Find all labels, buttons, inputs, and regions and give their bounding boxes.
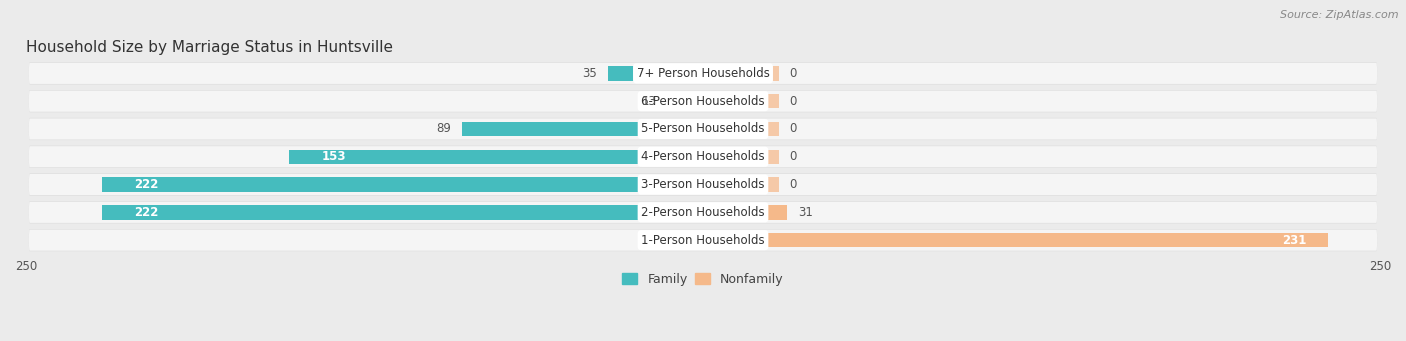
FancyBboxPatch shape [30,91,1376,112]
Bar [703,122,779,136]
Text: 31: 31 [797,206,813,219]
Bar [101,177,703,192]
Text: 13: 13 [643,95,657,108]
Bar [101,205,703,220]
Bar [703,66,779,80]
FancyBboxPatch shape [30,90,1376,112]
Text: 153: 153 [321,150,346,163]
Bar [288,150,703,164]
Bar [703,150,779,164]
Text: 6-Person Households: 6-Person Households [641,95,765,108]
Bar [463,122,703,136]
FancyBboxPatch shape [30,174,1376,195]
Text: 0: 0 [790,67,797,80]
Text: Source: ZipAtlas.com: Source: ZipAtlas.com [1281,10,1399,20]
Bar [703,233,1329,247]
Text: 0: 0 [790,95,797,108]
Text: 5-Person Households: 5-Person Households [641,122,765,135]
FancyBboxPatch shape [30,174,1376,196]
Text: 0: 0 [790,150,797,163]
Text: 3-Person Households: 3-Person Households [641,178,765,191]
Bar [668,94,703,108]
Text: 35: 35 [582,67,598,80]
FancyBboxPatch shape [30,201,1376,223]
Bar [609,66,703,80]
FancyBboxPatch shape [30,146,1376,168]
Text: Household Size by Marriage Status in Huntsville: Household Size by Marriage Status in Hun… [27,40,394,55]
FancyBboxPatch shape [30,118,1376,139]
FancyBboxPatch shape [30,62,1376,85]
Bar [703,94,779,108]
FancyBboxPatch shape [30,146,1376,167]
Bar [703,177,779,192]
Bar [703,205,787,220]
FancyBboxPatch shape [30,202,1376,223]
Text: 0: 0 [790,178,797,191]
FancyBboxPatch shape [30,229,1376,251]
Legend: Family, Nonfamily: Family, Nonfamily [617,268,789,291]
Text: 4-Person Households: 4-Person Households [641,150,765,163]
FancyBboxPatch shape [30,63,1376,84]
FancyBboxPatch shape [30,229,1376,251]
Text: 89: 89 [436,122,451,135]
Text: 222: 222 [135,178,159,191]
Text: 222: 222 [135,206,159,219]
Text: 0: 0 [790,122,797,135]
Text: 2-Person Households: 2-Person Households [641,206,765,219]
Text: 1-Person Households: 1-Person Households [641,234,765,247]
FancyBboxPatch shape [30,118,1376,140]
Text: 7+ Person Households: 7+ Person Households [637,67,769,80]
Text: 231: 231 [1282,234,1306,247]
